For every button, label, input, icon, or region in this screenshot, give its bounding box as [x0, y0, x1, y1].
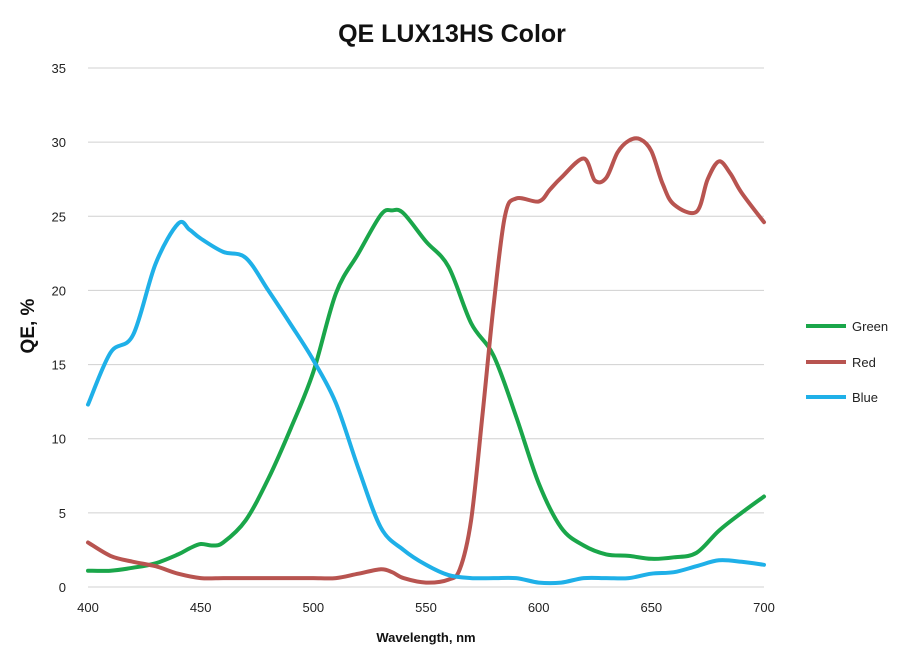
- x-axis-ticks: 400 450 500 550 600 650 700: [77, 600, 775, 615]
- y-tick-label: 20: [52, 283, 66, 298]
- y-tick-label: 25: [52, 209, 66, 224]
- legend-label: Red: [852, 355, 876, 370]
- legend-label: Green: [852, 319, 888, 334]
- legend-item-blue: Blue: [806, 390, 878, 405]
- series-line-green: [86, 207, 766, 573]
- legend-item-red: Red: [806, 355, 876, 370]
- x-tick-label: 550: [415, 600, 437, 615]
- y-tick-label: 15: [52, 358, 66, 373]
- chart-title: QE LUX13HS Color: [338, 20, 566, 48]
- legend: Green Red Blue: [806, 319, 888, 405]
- series-line-blue: [86, 219, 766, 586]
- legend-item-green: Green: [806, 319, 888, 334]
- x-tick-label: 450: [190, 600, 212, 615]
- x-tick-label: 600: [528, 600, 550, 615]
- x-tick-label: 700: [753, 600, 775, 615]
- x-tick-label: 400: [77, 600, 99, 615]
- x-tick-label: 500: [302, 600, 324, 615]
- y-tick-label: 35: [52, 61, 66, 76]
- y-tick-label: 5: [59, 506, 66, 521]
- series-lines: [86, 136, 766, 586]
- y-axis-title: QE, %: [18, 298, 39, 353]
- y-axis-ticks: 0 5 10 15 20 25 30 35: [52, 61, 66, 595]
- series-line-red: [86, 136, 766, 585]
- x-tick-label: 650: [640, 600, 662, 615]
- x-axis-title: Wavelength, nm: [376, 630, 475, 645]
- y-tick-label: 10: [52, 432, 66, 447]
- gridlines: [88, 67, 764, 588]
- y-tick-label: 30: [52, 135, 66, 150]
- y-tick-label: 0: [59, 580, 66, 595]
- legend-label: Blue: [852, 390, 878, 405]
